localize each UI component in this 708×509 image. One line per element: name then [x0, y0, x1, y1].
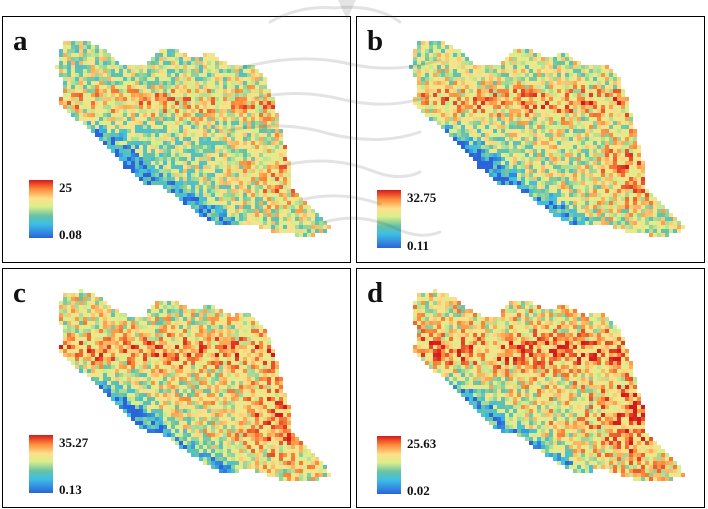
iran-map-d [413, 289, 685, 481]
iran-map-c [59, 289, 331, 481]
legend-min-a: 0.08 [59, 227, 82, 242]
map-panel-a: a 25 0.08 [2, 16, 351, 263]
legend-min-c: 0.13 [59, 482, 82, 497]
raster-cells [413, 289, 685, 481]
panel-label-c: c [13, 277, 26, 309]
map-panel-d: d 25.63 0.02 [356, 268, 705, 508]
legend-colorbar-c [29, 435, 53, 493]
legend-max-b: 32.75 [407, 190, 437, 205]
legend-min-d: 0.02 [407, 483, 430, 498]
legend-max-c: 35.27 [59, 435, 89, 450]
raster-cells [59, 289, 331, 481]
legend-max-d: 25.63 [407, 436, 437, 451]
raster-cells [409, 41, 685, 237]
iran-map-a [55, 41, 331, 237]
legend-max-a: 25 [59, 180, 72, 195]
panel-label-d: d [367, 277, 384, 309]
legend-colorbar-d [377, 436, 401, 494]
legend-min-b: 0.11 [407, 238, 430, 253]
panel-label-b: b [367, 25, 384, 57]
iran-map-b [409, 41, 685, 237]
legend-colorbar-a [29, 180, 53, 238]
raster-cells [55, 41, 331, 237]
panel-label-a: a [13, 25, 28, 57]
map-panel-b: b 32.75 0.11 [356, 16, 705, 263]
legend-colorbar-b [377, 190, 401, 248]
map-panel-c: c 35.27 0.13 [2, 268, 351, 508]
